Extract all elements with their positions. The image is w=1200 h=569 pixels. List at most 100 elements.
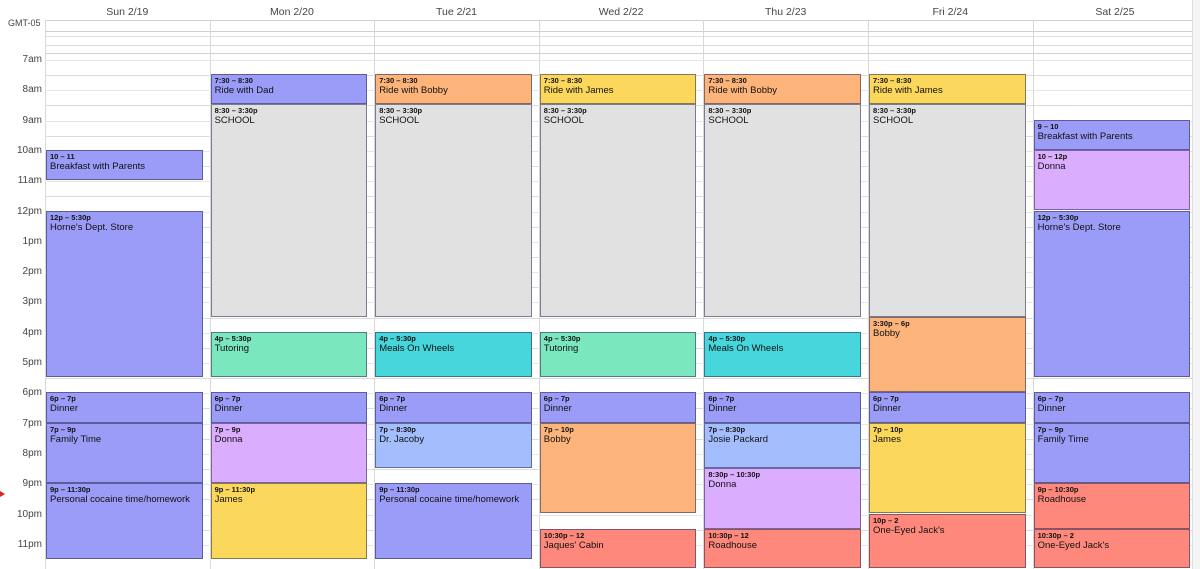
day-header[interactable]: Thu 2/23 — [764, 6, 807, 18]
calendar-event[interactable]: 8:30 – 3:30p SCHOOL — [375, 104, 532, 317]
hour-label: 4pm — [22, 326, 42, 338]
calendar-event[interactable]: 6p – 7p Dinner — [539, 392, 697, 423]
day-header[interactable]: Sun 2/19 — [106, 6, 149, 18]
calendar-event[interactable]: 7p – 8:30p Dr. Jacoby — [375, 422, 532, 469]
calendar-event[interactable]: 12p – 5:30p Horne's Dept. Store — [46, 210, 203, 378]
event-title: Dinner — [50, 403, 78, 415]
hour-label: 10pm — [16, 508, 42, 520]
event-time: 8:30 – 3:30p — [379, 106, 423, 116]
day-header[interactable]: Sat 2/25 — [1095, 6, 1135, 18]
event-title: Dinner — [873, 403, 901, 415]
calendar-event[interactable]: 7:30 – 8:30 Ride with Bobby — [704, 74, 861, 105]
calendar-event[interactable]: 7p – 9p Donna — [210, 422, 368, 484]
calendar-event[interactable]: 6p – 7p Dinner — [704, 392, 861, 423]
event-time: 7:30 – 8:30 — [708, 76, 747, 86]
event-time: 9p – 11:30p — [379, 485, 420, 495]
current-time-marker-icon — [0, 491, 5, 497]
event-time: 7p – 10p — [543, 424, 574, 434]
calendar-event[interactable]: 10:30p – 12 Roadhouse — [704, 528, 861, 568]
event-title: SCHOOL — [543, 115, 584, 127]
hour-label: 12pm — [16, 205, 42, 217]
calendar-event[interactable]: 9p – 11:30p Personal cocaine time/homewor… — [375, 483, 532, 559]
calendar-event[interactable]: 7p – 9p Family Time — [1033, 422, 1191, 484]
day-column-divider — [45, 20, 46, 569]
calendar-event[interactable]: 10 – 12p Donna — [1033, 149, 1191, 211]
event-time: 4p – 5:30p — [708, 333, 746, 343]
event-time: 8:30 – 3:30p — [708, 106, 752, 116]
calendar-event[interactable]: 7p – 8:30p Josie Packard — [704, 422, 861, 469]
event-title: One-Eyed Jack's — [1037, 539, 1110, 551]
hour-label: 3pm — [22, 296, 42, 308]
calendar-event[interactable]: 7:30 – 8:30 Ride with Dad — [210, 74, 368, 105]
day-header[interactable]: Fri 2/24 — [932, 6, 969, 18]
calendar-event[interactable]: 4p – 5:30p Tutoring — [210, 331, 368, 378]
calendar-event[interactable]: 10p – 2 One-Eyed Jack's — [869, 513, 1026, 568]
event-title: One-Eyed Jack's — [873, 524, 945, 536]
event-title: James — [214, 494, 243, 506]
day-header[interactable]: Wed 2/22 — [598, 6, 644, 18]
event-title: Dinner — [379, 403, 408, 415]
calendar-event[interactable]: 4p – 5:30p Tutoring — [539, 331, 697, 378]
event-time: 7p – 9p — [214, 424, 241, 434]
event-title: Tutoring — [543, 342, 579, 354]
event-time: 6p – 7p — [214, 394, 241, 404]
hour-label: 2pm — [22, 266, 42, 278]
hour-label: 7am — [22, 54, 42, 65]
event-time: 10:30p – 12 — [543, 530, 585, 540]
calendar-event[interactable]: 10:30p – 12 Jaques' Cabin — [539, 528, 697, 568]
calendar-event[interactable]: 9p – 11:30p Personal cocaine time/homewor… — [46, 483, 203, 559]
calendar-event[interactable]: 8:30p – 10:30p Donna — [704, 468, 861, 529]
all-day-row[interactable] — [45, 20, 1192, 32]
calendar-event[interactable]: 8:30 – 3:30p SCHOOL — [704, 104, 861, 317]
event-title: Dinner — [214, 403, 243, 415]
timezone-label: GMT-05 — [8, 18, 41, 28]
day-header[interactable]: Tue 2/21 — [435, 6, 478, 18]
calendar-event[interactable]: 7:30 – 8:30 Ride with James — [869, 74, 1026, 105]
calendar-event[interactable]: 7p – 9p Family Time — [46, 422, 203, 484]
calendar-event[interactable]: 8:30 – 3:30p SCHOOL — [869, 104, 1026, 317]
event-title: Ride with James — [543, 85, 614, 97]
calendar-event[interactable]: 10 – 11 Breakfast with Parents — [46, 149, 203, 181]
event-time: 7p – 8:30p — [379, 424, 416, 434]
calendar-event[interactable]: 9p – 11:30p James — [210, 483, 368, 559]
calendar-event[interactable]: 4p – 5:30p Meals On Wheels — [375, 331, 532, 378]
calendar-event[interactable]: 3:30p – 6p Bobby — [869, 316, 1026, 393]
calendar-event[interactable]: 7:30 – 8:30 Ride with Bobby — [375, 74, 532, 105]
event-title: Donna — [1037, 160, 1066, 172]
calendar-event[interactable]: 6p – 7p Dinner — [375, 392, 532, 423]
calendar-event[interactable]: 10:30p – 2 One-Eyed Jack's — [1033, 528, 1191, 568]
event-time: 10 – 11 — [50, 151, 75, 161]
calendar-event[interactable]: 6p – 7p Dinner — [210, 392, 368, 423]
calendar-event[interactable]: 4p – 5:30p Meals On Wheels — [704, 331, 861, 378]
vertical-scrollbar[interactable] — [1192, 0, 1200, 569]
event-title: Personal cocaine time/homework — [379, 494, 520, 506]
event-title: SCHOOL — [708, 115, 749, 127]
calendar-event[interactable]: 9p – 10:30p Roadhouse — [1033, 483, 1191, 529]
event-time: 3:30p – 6p — [873, 318, 910, 328]
calendar-event[interactable]: 8:30 – 3:30p SCHOOL — [539, 104, 697, 317]
event-title: Tutoring — [214, 342, 250, 354]
event-title: Ride with Bobby — [379, 85, 448, 97]
calendar-event[interactable]: 6p – 7p Dinner — [869, 392, 1026, 423]
event-title: Josie Packard — [708, 433, 769, 445]
calendar-event[interactable]: 8:30 – 3:30p SCHOOL — [210, 104, 368, 317]
calendar-event[interactable]: 7:30 – 8:30 Ride with James — [539, 74, 697, 105]
event-title: Dinner — [708, 403, 737, 415]
day-column-divider — [538, 20, 540, 569]
calendar-event[interactable]: 6p – 7p Dinner — [1033, 392, 1191, 423]
event-title: SCHOOL — [214, 115, 255, 127]
event-time: 12p – 5:30p — [50, 212, 91, 222]
calendar-event[interactable]: 7p – 10p Bobby — [539, 422, 697, 514]
event-title: Personal cocaine time/homework — [50, 494, 190, 506]
calendar-event[interactable]: 6p – 7p Dinner — [46, 392, 203, 423]
event-time: 7:30 – 8:30 — [379, 76, 418, 86]
event-title: Breakfast with Parents — [1037, 130, 1133, 142]
calendar-event[interactable]: 7p – 10p James — [869, 422, 1026, 514]
day-header[interactable]: Mon 2/20 — [270, 6, 314, 18]
calendar-event[interactable]: 9 – 10 Breakfast with Parents — [1033, 119, 1191, 150]
event-title: Ride with Dad — [214, 85, 274, 97]
event-time: 6p – 7p — [708, 394, 735, 404]
event-time: 6p – 7p — [873, 394, 899, 404]
calendar-event[interactable]: 12p – 5:30p Horne's Dept. Store — [1033, 210, 1191, 378]
event-title: Meals On Wheels — [379, 342, 455, 354]
